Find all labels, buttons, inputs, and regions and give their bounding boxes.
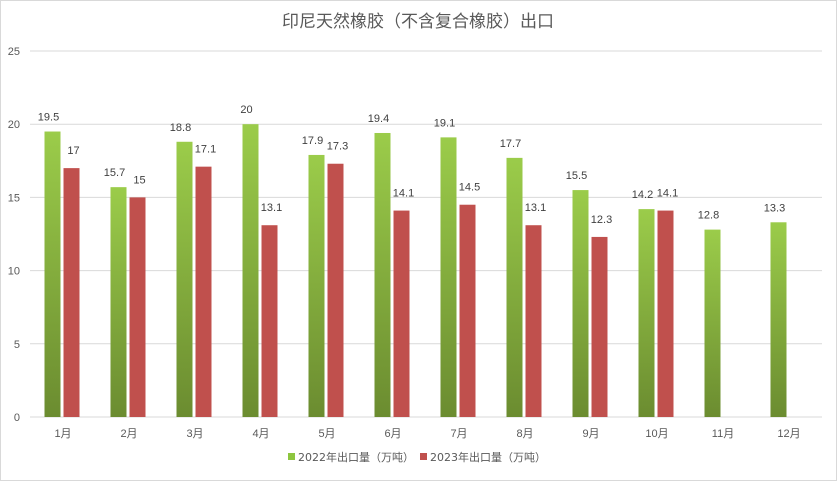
bars — [44, 124, 787, 417]
y-tick-label: 0 — [14, 412, 20, 424]
x-tick-label: 6月 — [384, 428, 401, 440]
data-label: 12.8 — [698, 210, 719, 222]
data-label: 17 — [67, 145, 79, 157]
data-label: 14.1 — [657, 188, 678, 200]
data-label: 13.1 — [261, 202, 282, 214]
legend: 2022年出口量（万吨） 2023年出口量（万吨） — [288, 450, 546, 464]
data-label: 15.5 — [566, 170, 587, 182]
data-label: 13.1 — [525, 202, 546, 214]
bar-1-9 — [572, 190, 589, 417]
bar-2-9 — [591, 236, 608, 417]
data-label: 13.3 — [764, 202, 785, 214]
y-tick-label: 10 — [8, 266, 20, 278]
x-tick-label: 10月 — [645, 428, 668, 440]
bar-1-5 — [308, 154, 325, 417]
data-label: 19.1 — [434, 117, 455, 129]
bar-1-2 — [110, 187, 127, 417]
x-tick-label: 7月 — [450, 428, 467, 440]
bar-1-7 — [440, 137, 457, 417]
data-label: 20 — [240, 104, 252, 116]
data-label: 14.5 — [459, 182, 480, 194]
data-label: 17.1 — [195, 144, 216, 156]
bar-2-4 — [261, 225, 278, 417]
y-tick-label: 15 — [8, 192, 20, 204]
bar-1-11 — [704, 229, 721, 417]
bar-2-10 — [657, 210, 674, 417]
bar-1-8 — [506, 157, 523, 417]
x-tick-label: 8月 — [516, 428, 533, 440]
x-tick-label: 4月 — [252, 428, 269, 440]
x-tick-label: 9月 — [582, 428, 599, 440]
x-axis-ticks: 1月 2月 3月 4月 5月 6月 7月 8月 9月 10月 11月 12月 — [54, 428, 800, 440]
bar-2-2 — [129, 197, 146, 417]
gridlines — [30, 50, 822, 418]
bar-1-3 — [176, 141, 193, 417]
data-label: 17.9 — [302, 135, 323, 147]
bar-2-3 — [195, 166, 212, 417]
bar-1-10 — [638, 209, 655, 417]
bar-2-6 — [393, 210, 410, 417]
data-label: 17.7 — [500, 138, 521, 150]
data-labels: 19.5 17 15.7 15 18.8 17.1 20 13.1 17.9 17.3 19.4 14… — [38, 104, 785, 226]
bar-2-7 — [459, 204, 476, 417]
bar-1-6 — [374, 132, 391, 417]
x-tick-label: 2月 — [120, 428, 137, 440]
legend-swatch-2 — [420, 453, 427, 460]
bar-1-12 — [770, 222, 787, 417]
bar-2-8 — [525, 225, 542, 417]
x-tick-label: 12月 — [777, 428, 800, 440]
data-label: 19.5 — [38, 112, 59, 124]
legend-label-2: 2023年出口量（万吨） — [430, 450, 546, 464]
data-label: 14.2 — [632, 189, 653, 201]
bar-1-1 — [44, 131, 61, 417]
data-label: 18.8 — [170, 122, 191, 134]
x-tick-label: 1月 — [54, 428, 71, 440]
bar-1-4 — [242, 124, 259, 417]
data-label: 17.3 — [327, 141, 348, 153]
legend-label-1: 2022年出口量（万吨） — [298, 450, 414, 464]
data-label: 15.7 — [104, 167, 125, 179]
bar-2-1 — [63, 168, 80, 417]
y-tick-label: 20 — [8, 119, 20, 131]
x-tick-label: 11月 — [712, 428, 734, 440]
x-tick-label: 3月 — [186, 428, 203, 440]
legend-swatch-1 — [288, 453, 295, 460]
data-label: 19.4 — [368, 113, 389, 125]
chart-title: 印尼天然橡胶（不含复合橡胶）出口 — [282, 12, 554, 32]
y-tick-label: 5 — [14, 339, 20, 351]
data-label: 14.1 — [393, 188, 414, 200]
y-axis-ticks: 0 5 10 15 20 25 — [8, 46, 20, 424]
bar-2-5 — [327, 163, 344, 417]
y-tick-label: 25 — [8, 46, 20, 58]
x-tick-label: 5月 — [318, 428, 335, 440]
data-label: 15 — [133, 174, 145, 186]
data-label: 12.3 — [591, 214, 612, 226]
